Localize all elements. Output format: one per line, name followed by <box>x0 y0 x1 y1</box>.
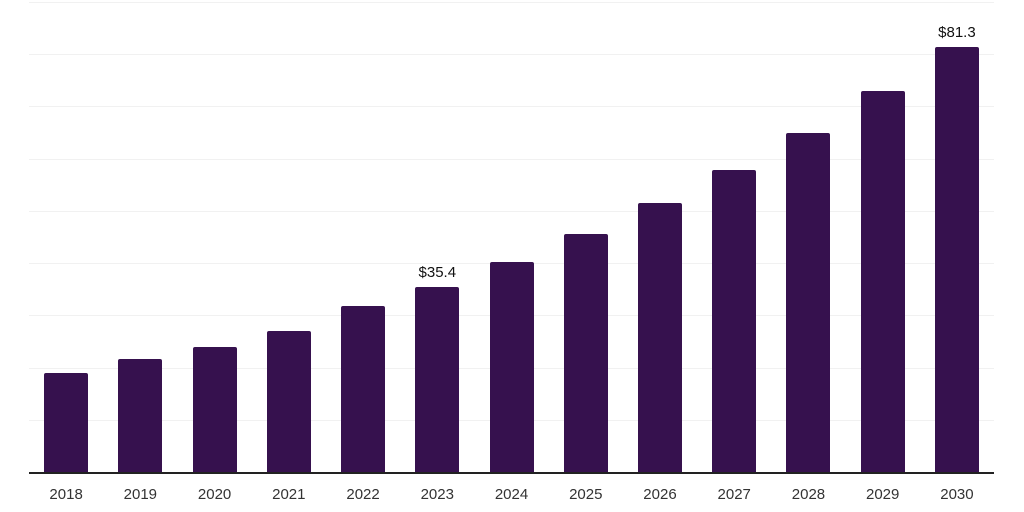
bar-slot-2027 <box>697 2 771 472</box>
plot-area: $35.4 $81.3 <box>29 2 994 474</box>
gridline <box>29 158 994 160</box>
x-tick-2020: 2020 <box>197 486 232 503</box>
x-tick-2026: 2026 <box>643 486 677 503</box>
bar-slot-2025 <box>549 2 623 472</box>
x-tick-2029: 2029 <box>866 486 900 503</box>
gridline <box>29 2 994 3</box>
bar-slot-2018 <box>29 2 103 472</box>
bar-slot-2019 <box>103 2 177 472</box>
bar-2029 <box>860 90 905 472</box>
x-tick-2018: 2018 <box>49 486 83 503</box>
x-tick-2024: 2024 <box>494 486 529 503</box>
bar-2028 <box>786 132 831 472</box>
bar-2025 <box>563 234 608 472</box>
x-axis-labels: 2018 2019 2020 2021 2022 2023 2024 2025 2026 2027… <box>29 486 994 503</box>
bar-value-label-2030: $81.3 <box>938 24 976 42</box>
bar-slot-2030: $81.3 <box>920 2 994 472</box>
gridline <box>29 210 994 212</box>
x-tick-2030: 2030 <box>940 486 974 503</box>
x-tick-2019: 2019 <box>123 486 158 503</box>
x-tick-2027: 2027 <box>717 486 751 503</box>
bars-layer: $35.4 $81.3 <box>29 2 994 472</box>
bar-2024 <box>489 261 534 472</box>
bar-slot-2029 <box>846 2 920 472</box>
bar-value-label-2023: $35.4 <box>418 264 457 282</box>
x-tick-2023: 2023 <box>420 486 454 503</box>
x-tick-2022: 2022 <box>346 486 380 503</box>
bar-2022 <box>341 306 386 472</box>
chart-container: $35.4 $81.3 2018 2019 2020 2021 2022 2023 2024 2… <box>29 2 994 510</box>
x-tick-2021: 2021 <box>272 486 306 503</box>
bar-2030 <box>934 47 979 472</box>
bar-2020 <box>192 347 237 472</box>
bar-2019 <box>118 359 163 472</box>
bar-slot-2028 <box>771 2 845 472</box>
gridline <box>29 54 994 56</box>
bar-2023 <box>415 287 460 472</box>
gridline <box>29 106 994 108</box>
bar-slot-2022 <box>326 2 400 472</box>
x-tick-2028: 2028 <box>791 486 826 503</box>
x-tick-2025: 2025 <box>569 486 603 503</box>
bar-slot-2024 <box>474 2 548 472</box>
bar-2026 <box>637 203 682 472</box>
bar-2021 <box>266 331 311 472</box>
bar-slot-2021 <box>252 2 326 472</box>
bar-2027 <box>712 170 757 472</box>
bar-slot-2026 <box>623 2 697 472</box>
bar-slot-2023: $35.4 <box>400 2 474 472</box>
bar-slot-2020 <box>177 2 251 472</box>
bar-2018 <box>44 373 89 472</box>
